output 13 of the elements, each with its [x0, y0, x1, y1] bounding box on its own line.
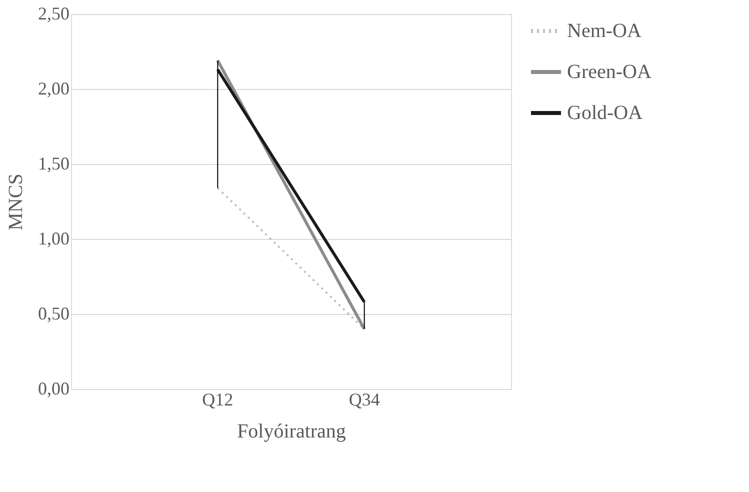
x-tick-label: Q12 — [202, 390, 234, 410]
x-tick-label: Q34 — [348, 390, 380, 410]
y-tick-label: 2,50 — [38, 4, 70, 24]
y-tick-label: 1,50 — [38, 154, 70, 174]
legend-label: Nem-OA — [567, 20, 642, 42]
y-axis-title: MNCS — [5, 174, 27, 230]
x-axis-title: Folyóiratrang — [237, 420, 346, 442]
y-tick-label: 1,00 — [38, 228, 70, 248]
legend-label: Gold-OA — [567, 102, 644, 124]
legend-label: Green-OA — [567, 61, 652, 83]
y-tick-label: 2,00 — [38, 78, 70, 98]
y-tick-label: 0,50 — [38, 304, 70, 324]
y-tick-label: 0,00 — [38, 378, 70, 398]
